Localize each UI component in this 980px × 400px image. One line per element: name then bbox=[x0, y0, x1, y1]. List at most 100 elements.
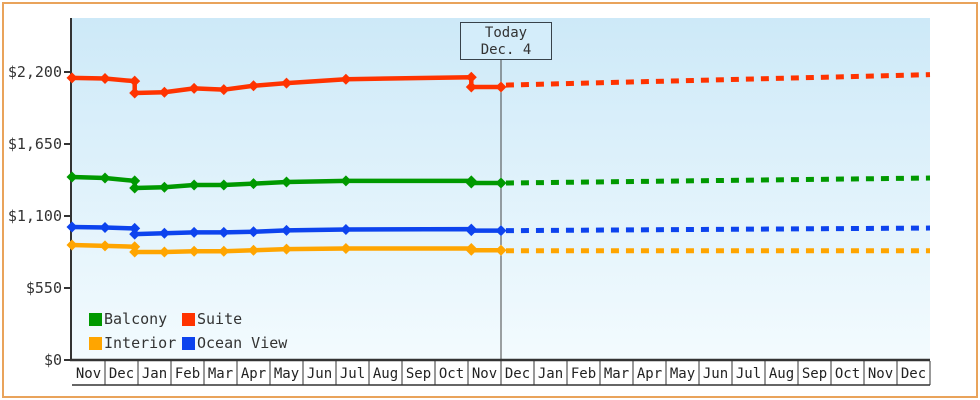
x-tick-label: Mar bbox=[604, 366, 629, 382]
forecast-line bbox=[505, 225, 931, 234]
data-point-marker bbox=[99, 73, 111, 85]
x-tick-label: Dec bbox=[901, 366, 926, 382]
legend-row: Balcony Suite bbox=[89, 310, 287, 328]
x-tick-label: Nov bbox=[472, 366, 497, 382]
x-axis: Nov Dec Jan Feb Mar Apr May Jun Jul Aug Sep Oct Nov D… bbox=[70, 358, 931, 386]
x-tick-label: Dec bbox=[109, 366, 134, 382]
data-point-marker bbox=[129, 87, 141, 99]
data-point-marker bbox=[129, 175, 141, 187]
legend-label: Ocean View bbox=[197, 334, 288, 352]
x-tick-label: Aug bbox=[769, 366, 794, 382]
data-point-marker bbox=[129, 222, 141, 234]
balcony-swatch-icon bbox=[89, 312, 102, 326]
x-tick-label: Apr bbox=[241, 366, 266, 382]
legend-item-interior: Interior bbox=[89, 334, 182, 352]
series-suite bbox=[66, 71, 931, 99]
legend-item-ocean-view: Ocean View bbox=[182, 334, 287, 352]
data-point-marker bbox=[465, 71, 477, 83]
forecast-line bbox=[505, 72, 931, 88]
data-point-marker bbox=[129, 246, 141, 258]
y-tick-label: $0 bbox=[44, 351, 62, 369]
x-tick-label: Oct bbox=[835, 366, 860, 382]
data-point-marker bbox=[340, 175, 352, 187]
x-tick-label: Oct bbox=[439, 366, 464, 382]
x-tick-label: Apr bbox=[637, 366, 662, 382]
x-tick-label: Sep bbox=[802, 366, 827, 382]
x-tick-label: Mar bbox=[208, 366, 233, 382]
legend-row: Interior Ocean View bbox=[89, 334, 287, 352]
interior-swatch-icon bbox=[89, 336, 102, 350]
y-tick-label: $2,200 bbox=[8, 63, 62, 81]
y-axis: $0 $550 $1,100 $1,650 $2,200 bbox=[8, 18, 72, 369]
legend-label: Balcony bbox=[104, 310, 168, 328]
y-tick-label: $1,650 bbox=[8, 135, 62, 153]
data-point-marker bbox=[248, 178, 259, 190]
y-tick-label: $550 bbox=[26, 279, 62, 297]
data-point-marker bbox=[66, 72, 78, 84]
data-point-marker bbox=[99, 222, 111, 234]
data-point-marker bbox=[158, 181, 170, 193]
data-point-marker bbox=[188, 82, 200, 94]
data-point-marker bbox=[188, 245, 200, 257]
data-point-marker bbox=[188, 179, 200, 191]
today-date: Dec. 4 bbox=[480, 42, 532, 58]
legend-label: Suite bbox=[197, 310, 243, 328]
today-annotation: Today Dec. 4 bbox=[460, 22, 552, 60]
x-tick-label: Dec bbox=[505, 366, 530, 382]
forecast-line bbox=[505, 175, 931, 186]
today-label: Today bbox=[484, 25, 528, 41]
x-tick-label: Feb bbox=[175, 366, 200, 382]
data-point-marker bbox=[218, 245, 230, 257]
x-tick-label: Jan bbox=[538, 366, 563, 382]
data-point-marker bbox=[129, 228, 141, 240]
x-tick-label: Jun bbox=[307, 366, 332, 382]
suite-swatch-icon bbox=[182, 312, 195, 326]
data-point-marker bbox=[158, 86, 170, 98]
data-point-marker bbox=[158, 246, 170, 258]
data-point-marker bbox=[66, 171, 78, 183]
data-point-marker bbox=[340, 73, 352, 85]
x-tick-label: Nov bbox=[76, 366, 101, 382]
data-point-marker bbox=[495, 177, 507, 189]
x-tick-label: Feb bbox=[571, 366, 596, 382]
x-tick-label: Jun bbox=[703, 366, 728, 382]
x-tick-label: May bbox=[670, 366, 695, 382]
data-point-marker bbox=[495, 81, 507, 93]
x-tick-label: May bbox=[274, 366, 299, 382]
data-point-marker bbox=[465, 225, 477, 237]
data-point-marker bbox=[340, 223, 352, 235]
x-tick-label: Jan bbox=[142, 366, 167, 382]
legend-item-balcony: Balcony bbox=[89, 310, 182, 328]
data-point-marker bbox=[281, 243, 292, 255]
chart-legend: Balcony Suite Interior Ocean View bbox=[89, 310, 287, 352]
data-point-marker bbox=[465, 244, 477, 256]
data-point-marker bbox=[281, 224, 292, 236]
data-point-marker bbox=[465, 177, 477, 189]
data-point-marker bbox=[281, 77, 292, 89]
data-point-marker bbox=[495, 225, 507, 237]
legend-label: Interior bbox=[104, 334, 177, 352]
data-point-marker bbox=[218, 84, 230, 96]
data-point-marker bbox=[281, 176, 292, 188]
data-point-marker bbox=[248, 244, 259, 256]
data-point-marker bbox=[158, 227, 170, 239]
x-tick-label: Nov bbox=[868, 366, 893, 382]
data-point-marker bbox=[99, 240, 111, 252]
data-point-marker bbox=[129, 182, 141, 194]
legend-item-suite: Suite bbox=[182, 310, 242, 328]
ocean-view-swatch-icon bbox=[182, 336, 195, 350]
data-point-marker bbox=[340, 242, 352, 254]
x-tick-label: Jul bbox=[736, 366, 761, 382]
data-point-marker bbox=[66, 239, 78, 251]
series-ocean-view bbox=[66, 221, 931, 240]
data-point-marker bbox=[248, 80, 259, 92]
x-tick-label: Jul bbox=[340, 366, 365, 382]
x-tick-label: Aug bbox=[373, 366, 398, 382]
data-point-marker bbox=[188, 226, 200, 238]
data-point-marker bbox=[218, 179, 230, 191]
data-point-marker bbox=[66, 221, 78, 233]
y-tick-label: $1,100 bbox=[8, 207, 62, 225]
series-balcony bbox=[66, 171, 931, 194]
